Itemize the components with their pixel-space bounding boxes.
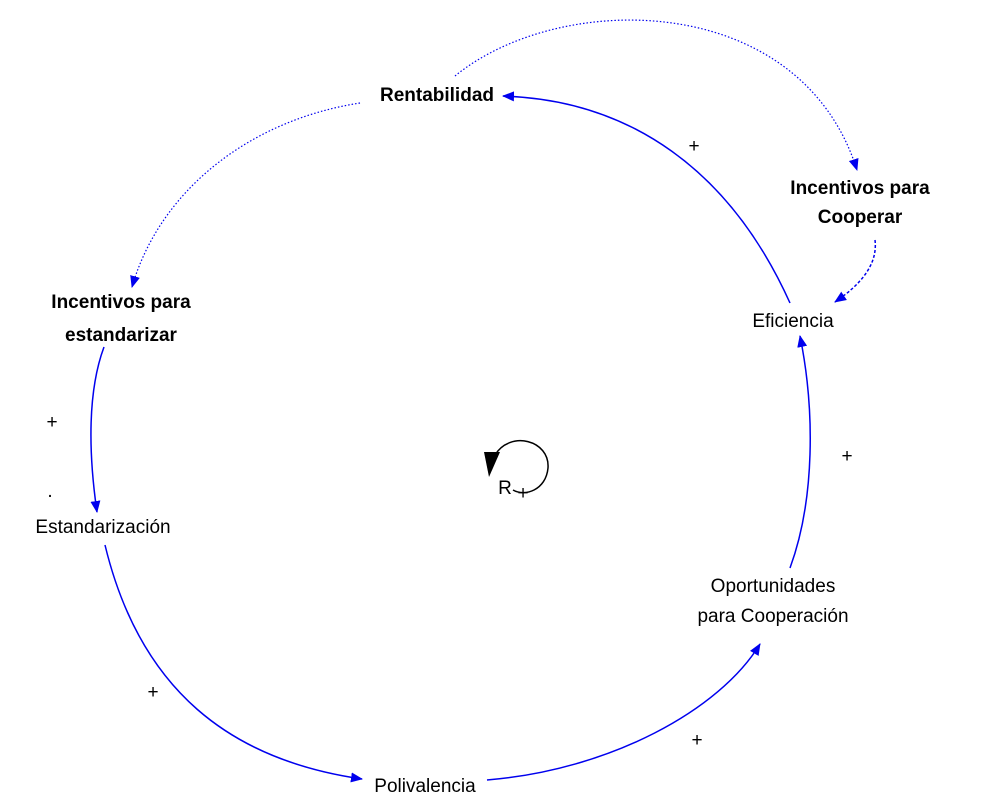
link — [486, 643, 761, 781]
link — [502, 91, 791, 304]
link — [104, 544, 363, 783]
node-label: Incentivos para — [51, 292, 191, 313]
polarity: + — [147, 682, 158, 703]
mark: . — [47, 481, 52, 502]
node-label: estandarizar — [65, 325, 178, 346]
loop-label: R — [498, 478, 512, 499]
polarity: + — [688, 136, 699, 157]
loop-arrow-head — [484, 452, 500, 477]
polarity: + — [46, 412, 57, 433]
link — [454, 19, 859, 171]
node-label: Polivalencia — [374, 776, 476, 797]
polarity: + — [841, 446, 852, 467]
node-label: para Cooperación — [697, 606, 848, 627]
link — [789, 335, 811, 569]
loop-sign: + — [517, 483, 528, 504]
node-label: Cooperar — [818, 207, 903, 228]
node-label: Estandarización — [35, 517, 170, 538]
node-label: Oportunidades — [711, 576, 836, 597]
loop-arrow — [494, 439, 549, 494]
link — [90, 346, 105, 513]
link — [834, 239, 877, 303]
link — [130, 102, 361, 288]
node-label: Eficiencia — [752, 311, 834, 332]
node-label: Incentivos para — [790, 178, 930, 199]
node-label: Rentabilidad — [380, 85, 494, 106]
polarity: + — [691, 730, 702, 751]
